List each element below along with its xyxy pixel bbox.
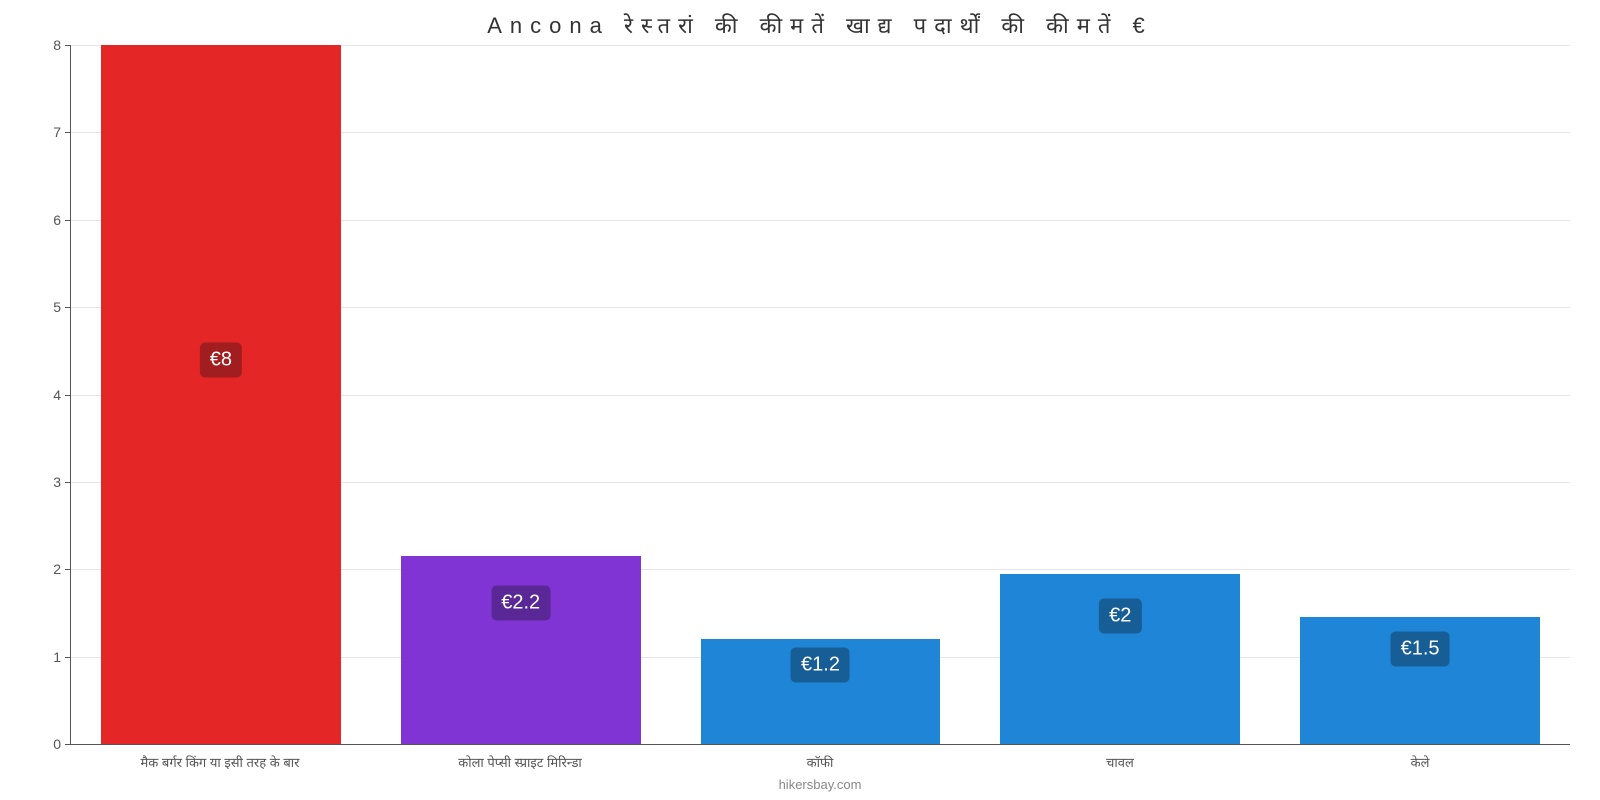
bar-slot: €1.5 [1270,45,1570,744]
bar [101,45,341,744]
x-axis-labels: मैक बर्गर किंग या इसी तरह के बारकोला पेप… [70,753,1570,771]
plot-area: 012345678 €8€2.2€1.2€2€1.5 [70,45,1570,745]
ytick-label: 8 [41,37,61,53]
value-badge: €8 [200,342,242,377]
value-badge: €1.5 [1391,631,1450,666]
bar [401,556,641,744]
x-axis-label: कोला पेप्सी स्प्राइट मिरिन्डा [370,753,670,771]
bar-slot: €1.2 [671,45,971,744]
x-axis-label: चावल [970,753,1270,771]
bar-slot: €8 [71,45,371,744]
ytick-label: 5 [41,299,61,315]
value-badge: €2 [1099,599,1141,634]
chart-title: Ancona रेस्तरां की कीमतें खाद्य पदार्थों… [70,10,1570,40]
value-badge: €2.2 [491,586,550,621]
bars-row: €8 €2.2 €1.2 €2 €1.5 [71,45,1570,744]
x-axis-label: कॉफी [670,753,970,771]
bar-slot: €2 [970,45,1270,744]
ytick-label: 4 [41,387,61,403]
ytick-label: 0 [41,736,61,752]
attribution-text: hikersbay.com [70,777,1570,792]
ytick-label: 6 [41,212,61,228]
ytick-label: 1 [41,649,61,665]
ytick-label: 3 [41,474,61,490]
ytick-mark [65,744,71,745]
ytick-label: 7 [41,124,61,140]
ytick-label: 2 [41,561,61,577]
value-badge: €1.2 [791,648,850,683]
bar-slot: €2.2 [371,45,671,744]
x-axis-label: मैक बर्गर किंग या इसी तरह के बार [70,753,370,771]
chart-container: Ancona रेस्तरां की कीमतें खाद्य पदार्थों… [70,10,1570,790]
x-axis-label: केले [1270,753,1570,771]
